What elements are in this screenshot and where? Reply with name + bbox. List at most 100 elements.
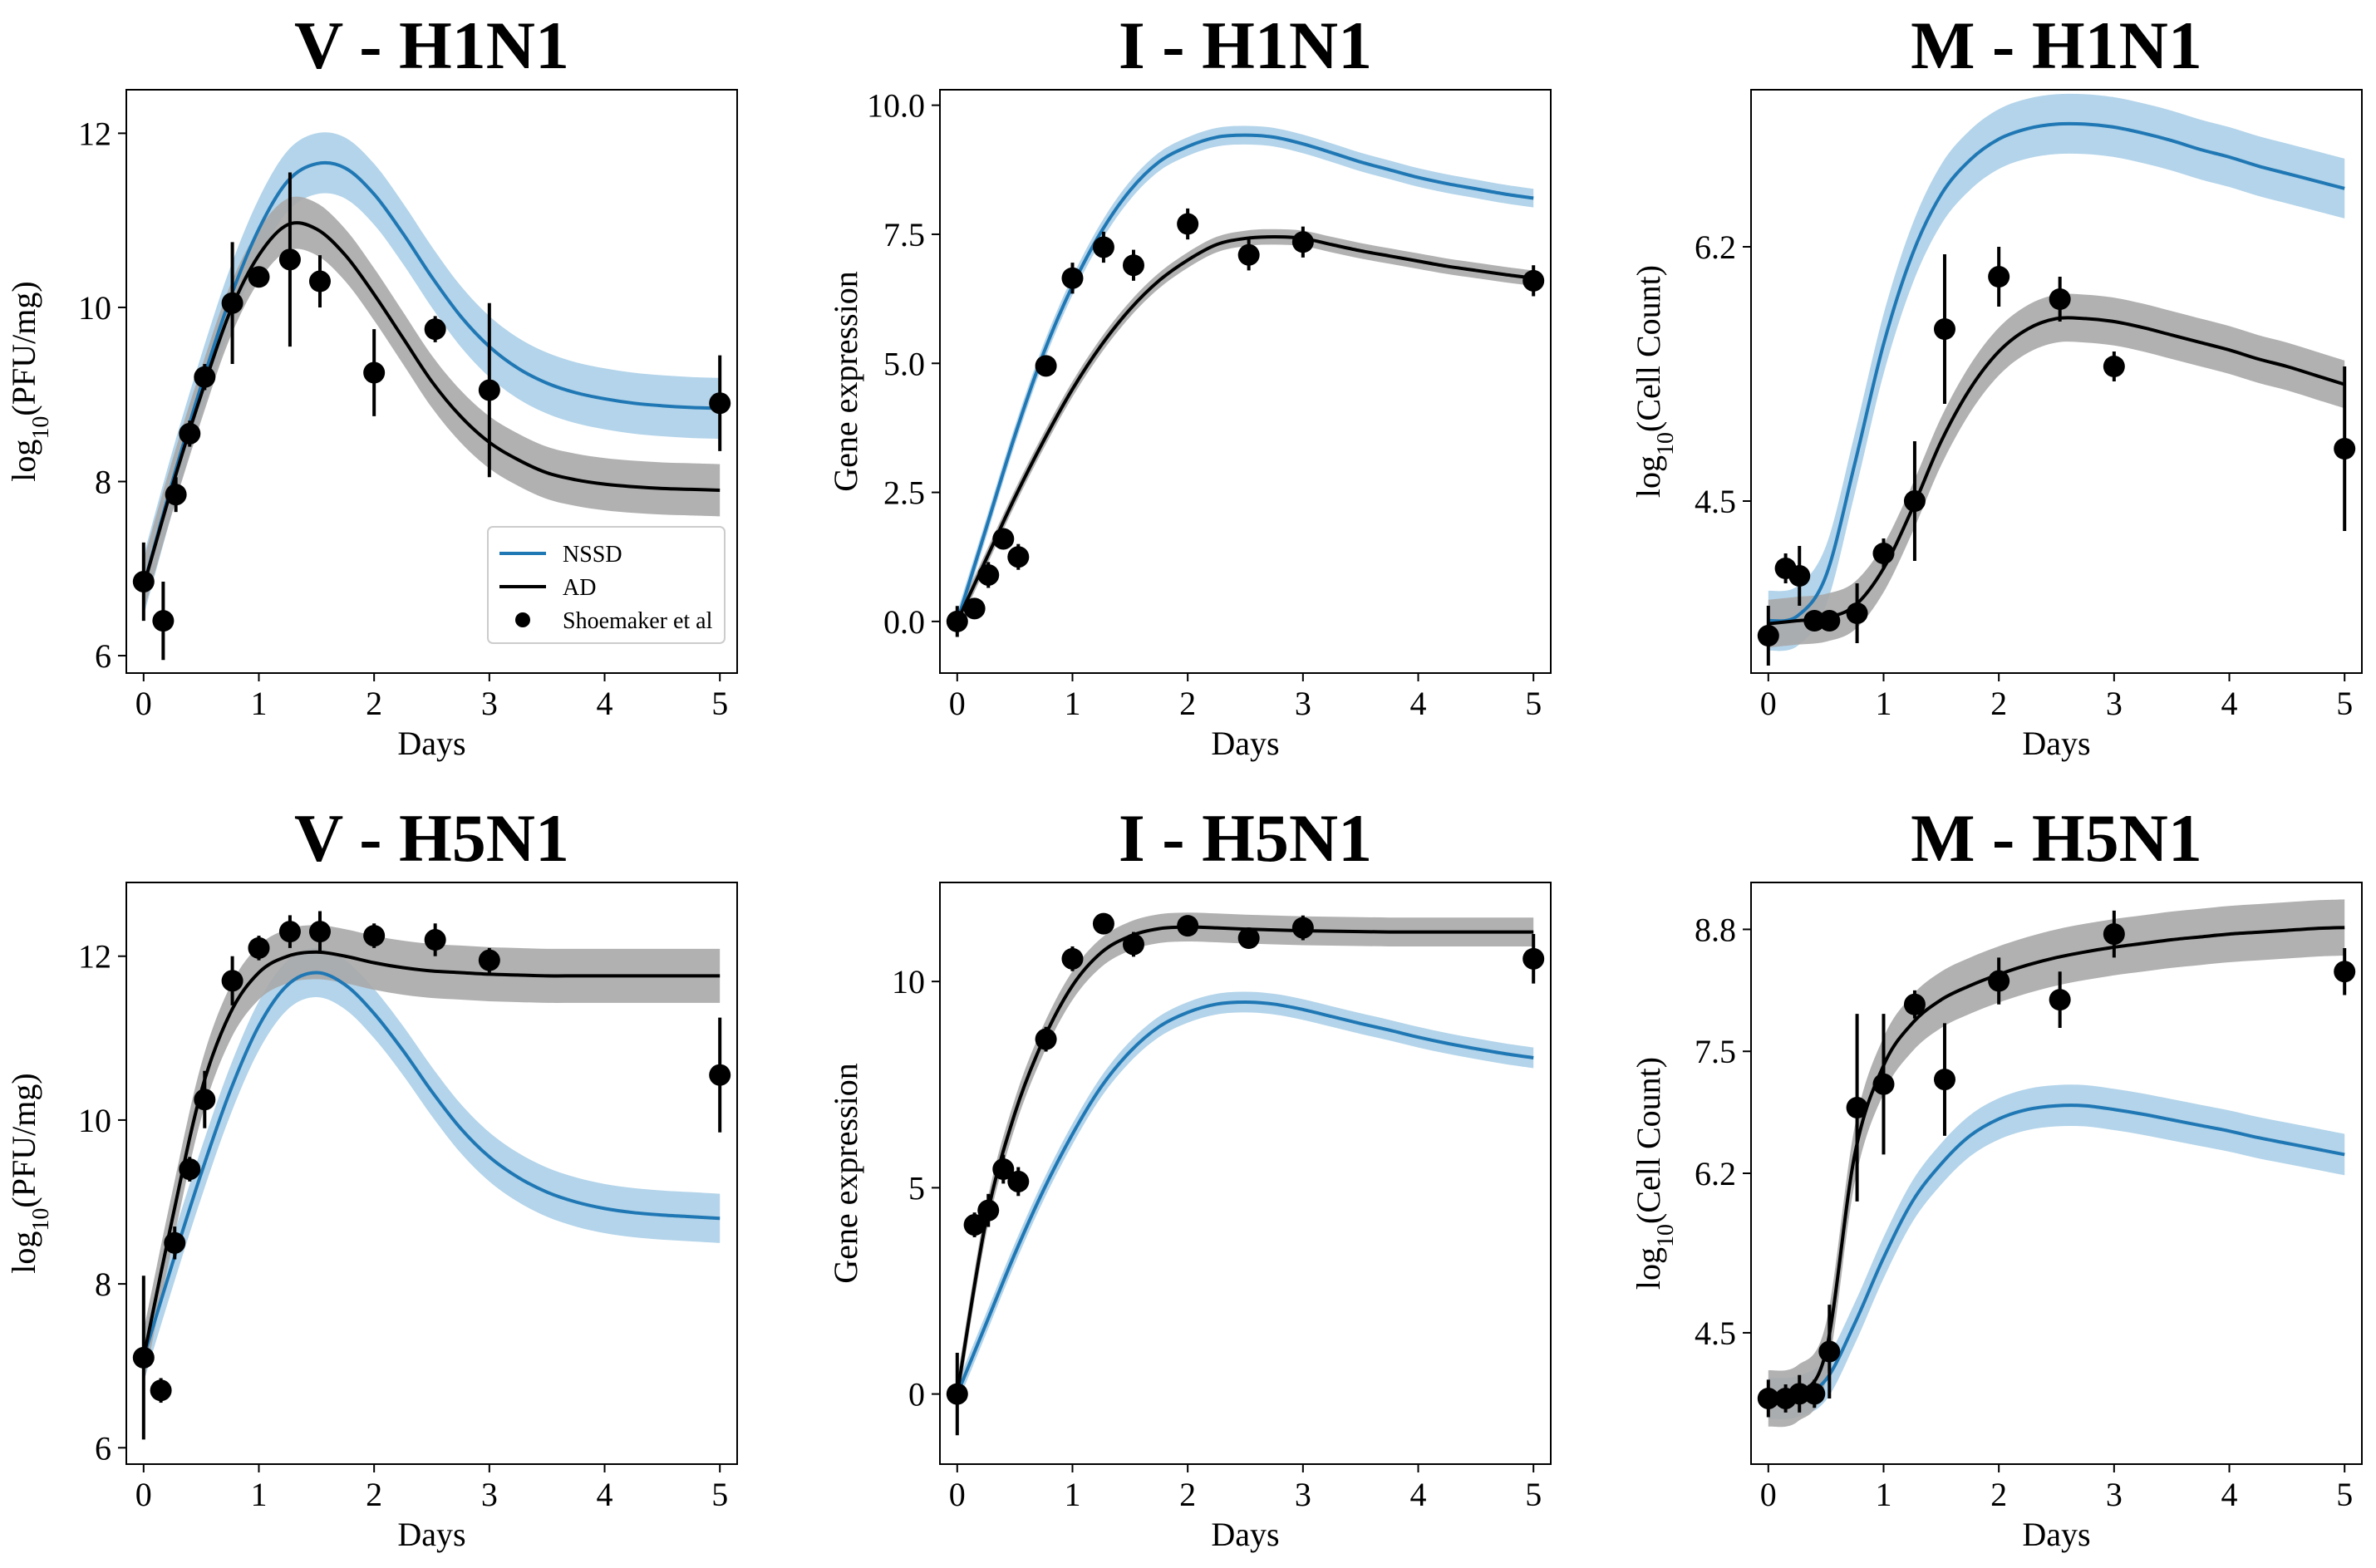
data-point	[1035, 1026, 1057, 1052]
y-tick-label: 6	[95, 637, 111, 675]
chart-title: M - H5N1	[1911, 800, 2202, 876]
data-point	[1007, 543, 1030, 570]
data-marker	[1092, 912, 1114, 935]
data-marker	[363, 361, 386, 384]
data-marker	[424, 318, 446, 341]
data-point	[1803, 610, 1826, 632]
data-point	[992, 528, 1015, 550]
data-marker	[1933, 1069, 1955, 1091]
plot-area	[946, 912, 1545, 1436]
x-tick-label: 2	[366, 685, 382, 722]
x-tick-label: 1	[1875, 685, 1891, 722]
x-tick-label: 0	[949, 1476, 966, 1513]
data-marker	[221, 292, 244, 314]
y-tick-label: 8.8	[1695, 911, 1736, 948]
x-tick-label: 5	[1525, 1476, 1542, 1513]
x-tick-label: 4	[597, 685, 613, 722]
chart-title: V - H1N1	[294, 7, 569, 83]
y-tick-label: 12	[78, 115, 111, 152]
chart-panel-5: I - H5N1 0 1 2 3 4 5 Days 0 5 10 Gene expression	[827, 800, 1552, 1553]
x-tick-label: 5	[711, 1476, 728, 1513]
ad-confidence-band	[143, 925, 721, 1385]
data-marker	[1061, 267, 1084, 289]
data-marker	[1007, 546, 1030, 568]
data-marker	[1092, 236, 1114, 258]
data-marker	[1523, 269, 1545, 292]
chart-panel-2: I - H1N1 0 1 2 3 4 5 Days 0.0 2.5 5.0 7.5 10.0 Gene e…	[827, 7, 1552, 762]
y-tick-label: 7.5	[883, 216, 925, 253]
x-tick-label: 4	[1410, 685, 1427, 722]
data-marker	[1846, 602, 1868, 624]
x-tick-label: 5	[711, 685, 728, 722]
x-tick-label: 0	[1760, 1476, 1777, 1513]
data-point	[1523, 265, 1545, 297]
data-marker	[308, 270, 331, 292]
data-point	[963, 597, 986, 620]
legend-label-ad: AD	[563, 575, 596, 601]
nssd-confidence-band	[957, 125, 1534, 632]
data-marker	[132, 570, 155, 592]
x-tick-label: 4	[597, 1476, 613, 1513]
x-tick-label: 1	[1875, 1476, 1891, 1513]
data-marker	[278, 921, 301, 943]
y-axis-label: Gene expression	[827, 271, 864, 491]
data-point	[977, 562, 1000, 588]
nssd-series-line	[1768, 1103, 2345, 1401]
data-point	[963, 1212, 986, 1237]
ad-series-line	[1768, 316, 2345, 626]
x-tick-label: 0	[1760, 685, 1777, 722]
x-axis-label: Days	[397, 1516, 465, 1553]
data-point	[194, 1070, 216, 1128]
data-marker	[1788, 1383, 1811, 1405]
data-point	[1788, 1374, 1811, 1413]
data-marker	[1007, 1170, 1030, 1192]
x-axis-label: Days	[397, 725, 465, 762]
data-point	[2049, 971, 2071, 1028]
data-marker	[1757, 1387, 1779, 1409]
data-marker	[1818, 1340, 1841, 1363]
ad-series-line	[1768, 926, 2345, 1401]
data-point	[1061, 946, 1084, 971]
data-point	[2103, 910, 2125, 958]
y-axis-label: log10(Cell Count)	[1630, 1057, 1679, 1290]
chart-title: I - H5N1	[1119, 800, 1372, 876]
data-point	[1788, 546, 1811, 606]
nssd-series-line	[141, 160, 721, 587]
chart-panel-3: M - H1N1 0 1 2 3 4 5 Days 4.5 6.2 log10(Cell Count…	[1630, 7, 2363, 762]
data-marker	[164, 1231, 186, 1254]
x-tick-label: 3	[2106, 1476, 2123, 1513]
data-marker	[2049, 288, 2071, 310]
data-marker	[2334, 961, 2356, 983]
data-point	[1007, 1167, 1030, 1197]
data-marker	[1523, 947, 1545, 970]
ad-series-line	[141, 221, 721, 587]
data-point	[1903, 990, 1926, 1019]
data-point	[709, 1017, 731, 1133]
y-tick-label: 5	[908, 1169, 925, 1207]
x-tick-label: 1	[1064, 1476, 1080, 1513]
data-marker	[478, 949, 500, 971]
data-marker	[2103, 356, 2125, 377]
data-point	[150, 1378, 172, 1403]
data-point	[1846, 583, 1868, 643]
y-tick-label: 10	[78, 1102, 111, 1139]
data-point	[1872, 538, 1895, 568]
data-point	[152, 581, 175, 661]
data-marker	[221, 970, 244, 992]
data-point	[1988, 957, 2010, 1005]
data-marker	[1757, 625, 1779, 646]
data-point	[1177, 208, 1199, 240]
y-tick-label: 6.2	[1695, 229, 1736, 266]
y-tick-label: 8	[95, 463, 111, 500]
data-marker	[977, 563, 1000, 586]
data-point	[1872, 1014, 1895, 1155]
data-marker	[709, 1064, 731, 1086]
ad-confidence-band	[143, 196, 721, 612]
y-axis-label: log10(PFU/mg)	[5, 1073, 54, 1273]
y-tick-label: 2.5	[883, 474, 925, 512]
data-point	[179, 420, 201, 447]
data-point	[1757, 1379, 1779, 1418]
data-point	[992, 1154, 1015, 1184]
